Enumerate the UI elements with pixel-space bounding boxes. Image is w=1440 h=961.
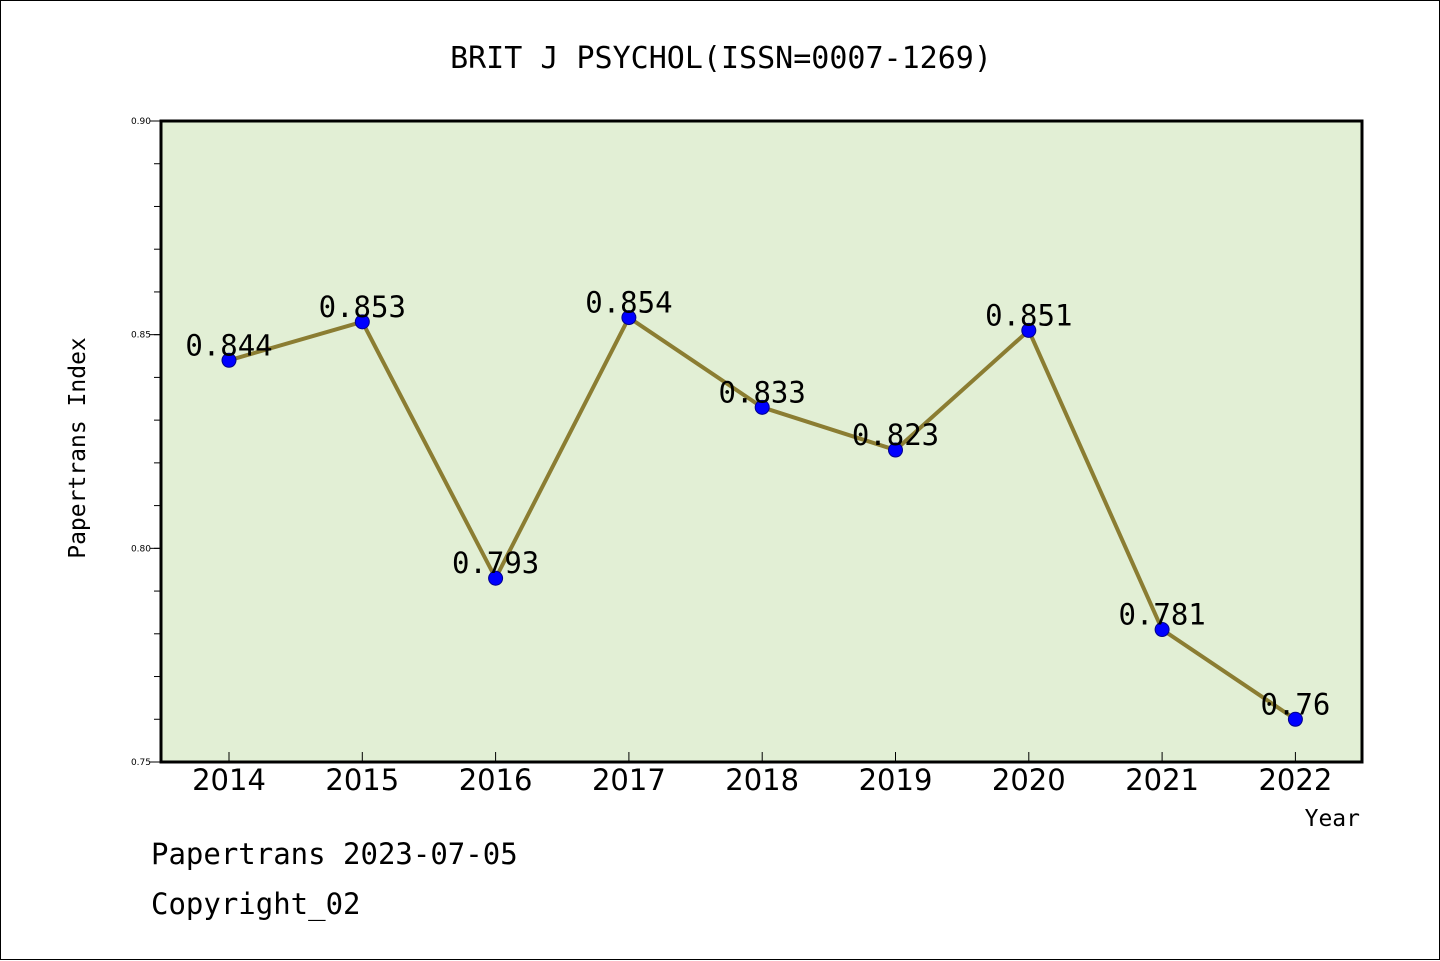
data-label: 0.823	[852, 418, 939, 452]
x-axis: 2014 2015 2016 2017 2018 2019 2020 2021 2022	[192, 752, 1332, 797]
x-tick-label: 2016	[459, 763, 533, 797]
data-point	[488, 570, 504, 586]
x-tick-label: 2018	[725, 763, 799, 797]
data-point	[754, 399, 770, 415]
data-label: 0.833	[719, 375, 806, 409]
data-point	[1154, 622, 1170, 638]
data-point	[354, 314, 370, 330]
y-tick-label: 0.85	[131, 331, 151, 341]
plot-area	[159, 119, 1364, 764]
y-tick-label: 0.90	[131, 117, 151, 127]
y-axis: 0.75 0.80 0.85 0.90	[131, 117, 161, 768]
data-label: 0.793	[452, 546, 539, 580]
data-point	[888, 442, 903, 458]
data-label: 0.76	[1260, 687, 1330, 721]
x-tick-label: 2014	[192, 763, 266, 797]
x-tick-label: 2022	[1258, 763, 1332, 797]
data-point	[1021, 322, 1037, 338]
series-markers	[221, 310, 1303, 727]
data-label: 0.851	[985, 298, 1072, 332]
footer-copyright: Copyright_02	[151, 887, 361, 922]
y-tick-label: 0.75	[131, 758, 151, 768]
y-axis-title: Papertrans Index	[65, 337, 91, 559]
data-point	[221, 352, 237, 368]
y-tick-label: 0.80	[131, 544, 151, 554]
x-axis-title: Year	[1305, 806, 1360, 832]
x-tick-label: 2015	[325, 763, 399, 797]
footer-date: Papertrans 2023-07-05	[151, 837, 518, 871]
data-label: 0.844	[185, 328, 272, 362]
x-tick-label: 2019	[859, 763, 933, 797]
data-label: 0.781	[1118, 598, 1205, 632]
x-tick-label: 2021	[1125, 763, 1199, 797]
data-label: 0.854	[585, 286, 672, 320]
data-labels: 0.844 0.853 0.793 0.854 0.833 0.823 0.851 0.781…	[185, 286, 1330, 722]
data-label: 0.853	[319, 290, 406, 324]
x-tick-label: 2020	[992, 763, 1066, 797]
chart-title: BRIT J PSYCHOL(ISSN=0007-1269)	[450, 41, 992, 76]
data-point	[621, 310, 637, 326]
data-point	[1287, 711, 1303, 727]
x-tick-label: 2017	[592, 763, 666, 797]
